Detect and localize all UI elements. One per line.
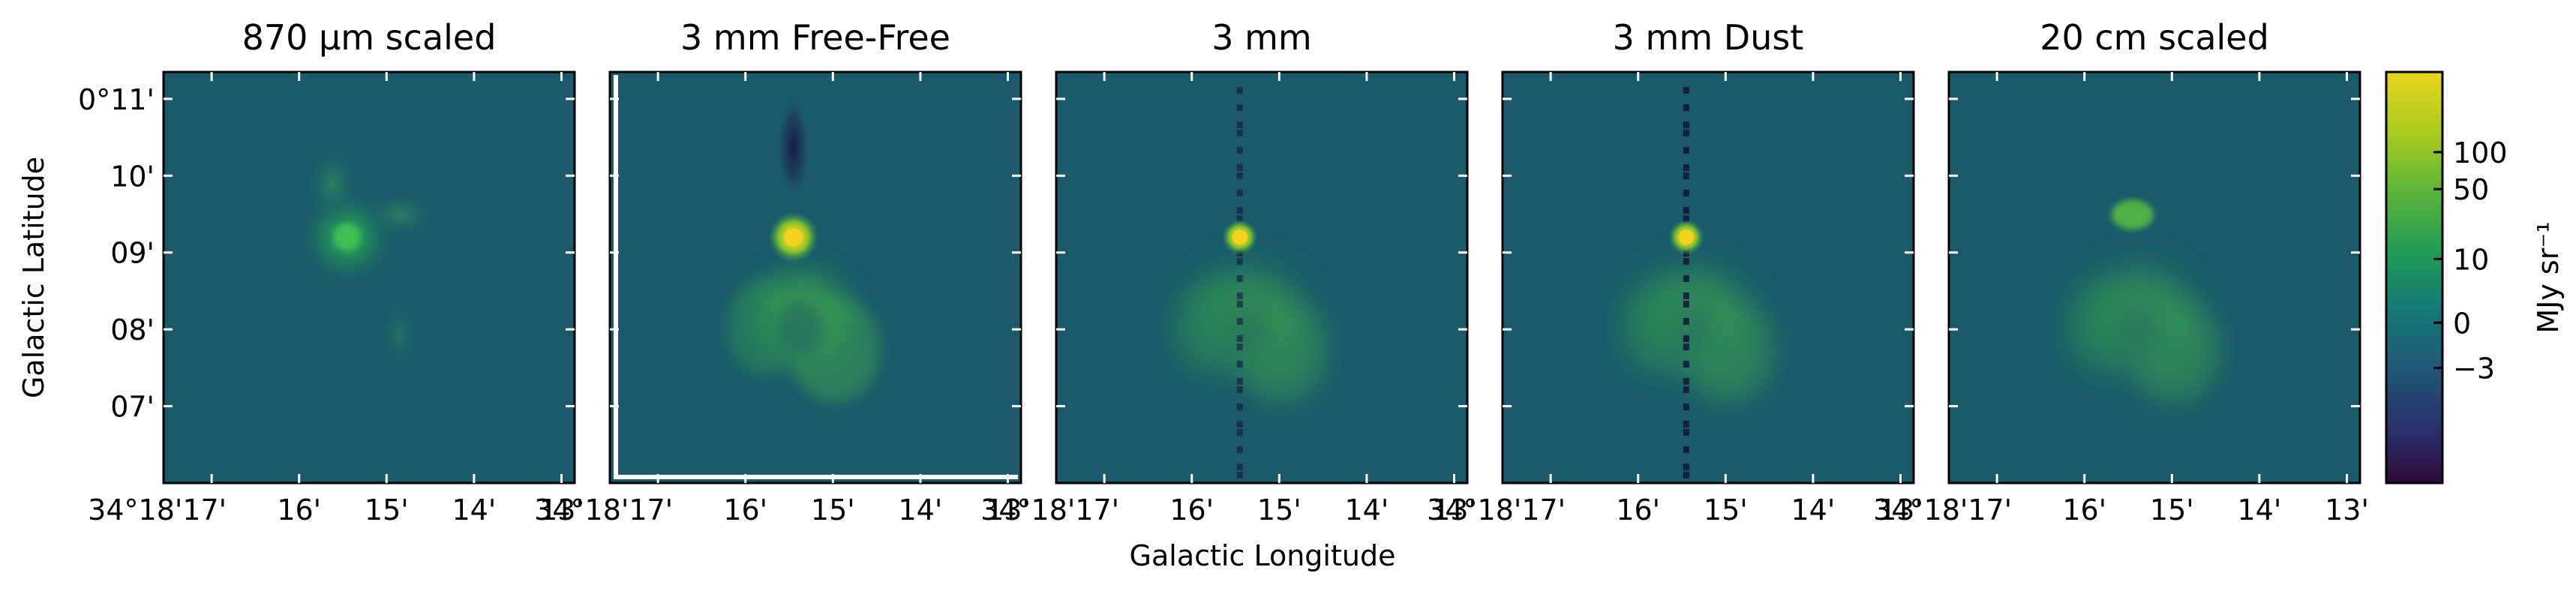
- colorbar-tick-label: 10: [2453, 243, 2489, 276]
- negative-artifact: [776, 94, 810, 200]
- x-tick-label: 16': [723, 494, 767, 526]
- emission-arm: [377, 293, 422, 376]
- panel-image: [164, 72, 575, 483]
- x-tick-label: 16': [2062, 494, 2106, 526]
- panel-title: 20 cm scaled: [2040, 17, 2269, 58]
- panel-image: [1056, 72, 1467, 483]
- x-tick-label: 15': [365, 494, 409, 526]
- colorbar-tick-label: 50: [2453, 173, 2489, 206]
- panel-5: 20 cm scaled 34°18'17' 16' 15' 14' 13': [1873, 17, 2369, 526]
- negative-stripe: [1683, 87, 1689, 478]
- panel-image: [1503, 72, 1914, 483]
- x-tick-label: 13': [539, 494, 584, 526]
- panel-2: 3 mm Free-Free 34°18'17' 16' 15' 14' 13': [534, 17, 1030, 526]
- x-tick-label: 34°18'17': [1873, 494, 2012, 526]
- x-tick-label: 13': [1878, 494, 1923, 526]
- panel-frame: [608, 70, 1022, 484]
- emission-arm: [358, 188, 441, 242]
- x-tick-label: 14': [1345, 494, 1389, 526]
- panel-1: 870 μm scaled 34°18'17' 16' 15' 14' 13' 0°11' 1…: [78, 17, 584, 526]
- x-tick-label: 34°18'17': [88, 494, 227, 526]
- colorbar-label: MJy sr⁻¹: [2532, 221, 2565, 333]
- x-tick-label: 14': [1791, 494, 1836, 526]
- x-tick-label: 13': [2325, 494, 2369, 526]
- x-tick-label: 15': [1704, 494, 1748, 526]
- emission-cap: [2111, 200, 2154, 230]
- x-tick-label: 14': [899, 494, 943, 526]
- panel-frame: [1947, 70, 2361, 484]
- panel-frame: [162, 70, 576, 484]
- x-tick-label: 15': [811, 494, 855, 526]
- emission-peak-core: [1678, 230, 1694, 245]
- y-tick-label: 0°11': [78, 83, 155, 116]
- emission-arm: [302, 143, 362, 226]
- panel-inner-border: [614, 75, 1018, 479]
- x-tick-label: 15': [1257, 494, 1302, 526]
- emission-peak: [333, 224, 361, 251]
- panel-title: 3 mm: [1211, 17, 1312, 58]
- x-tick-label: 16': [1169, 494, 1214, 526]
- emission-shell: [725, 248, 880, 403]
- x-tick-label: 34°18'17': [1427, 494, 1566, 526]
- y-tick-label: 09': [110, 237, 155, 270]
- x-tick-label: 16': [277, 494, 321, 526]
- panel-frame: [1055, 70, 1469, 484]
- y-tick-label: 10': [110, 160, 155, 193]
- panel-3: 3 mm 34°18'17' 16' 15' 14' 13': [980, 17, 1476, 526]
- emission-shell: [1618, 248, 1773, 403]
- y-tick-label: 07': [110, 391, 155, 424]
- emission-shell: [1172, 248, 1326, 403]
- x-tick-label: 15': [2150, 494, 2194, 526]
- colorbar-tick-label: −3: [2453, 352, 2495, 386]
- x-tick-label: 13': [1432, 494, 1476, 526]
- colorbar-tick-label: 100: [2453, 136, 2508, 170]
- panel-4: 3 mm Dust 34°18'17' 16' 15' 14' 13': [1427, 17, 1923, 526]
- x-tick-label: 16': [1616, 494, 1660, 526]
- panel-title: 3 mm Free-Free: [680, 17, 950, 58]
- panel-image: [610, 72, 1021, 483]
- panel-title: 870 μm scaled: [242, 17, 497, 58]
- panel-frame: [1501, 70, 1915, 484]
- panel-title: 3 mm Dust: [1613, 17, 1804, 58]
- x-tick-label: 13': [986, 494, 1030, 526]
- colorbar-tick-label: 0: [2453, 307, 2471, 340]
- emission-peak-core: [1232, 230, 1247, 245]
- colorbar: [2385, 70, 2444, 484]
- x-tick-label: 34°18'17': [980, 494, 1119, 526]
- x-tick-label: 14': [452, 494, 497, 526]
- x-tick-label: 14': [2238, 494, 2282, 526]
- x-tick-label: 34°18'17': [534, 494, 673, 526]
- y-tick-label: 08': [110, 314, 155, 346]
- emission-peak-core: [784, 228, 803, 247]
- x-axis-label: Galactic Longitude: [1130, 539, 1396, 572]
- emission-shell: [2064, 248, 2219, 403]
- panel-image: [1949, 72, 2360, 483]
- y-axis-label: Galactic Latitude: [17, 157, 50, 398]
